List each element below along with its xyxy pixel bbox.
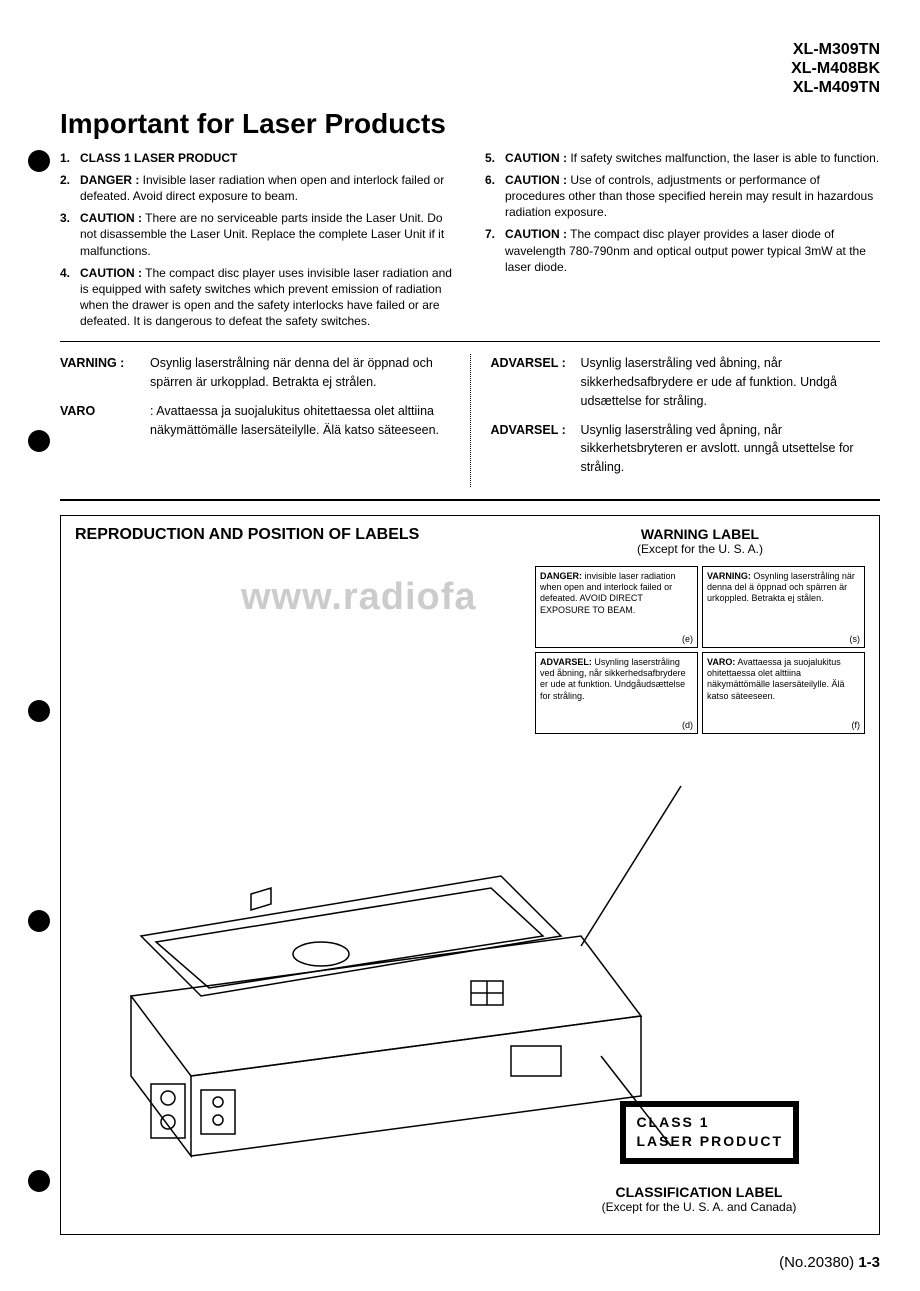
mini-label: VARO: Avattaessa ja suojalukitus ohitett… xyxy=(702,652,865,734)
mini-label: ADVARSEL: Usynling laserstråling ved åbn… xyxy=(535,652,698,734)
classification-label: CLASS 1 LASER PRODUCT xyxy=(620,1101,799,1164)
list-item: 6.CAUTION : Use of controls, adjustments… xyxy=(485,172,880,221)
mini-label: DANGER: invisible laser radiation when o… xyxy=(535,566,698,648)
lang-row: ADVARSEL :Usynlig laserstråling ved åbni… xyxy=(491,354,881,410)
list-item: 1.CLASS 1 LASER PRODUCT xyxy=(60,150,455,166)
list-item: 7.CAUTION : The compact disc player prov… xyxy=(485,226,880,275)
lang-row: VARO: Avattaessa ja suojalukitus ohitett… xyxy=(60,402,450,440)
model: XL-M408BK xyxy=(60,59,880,78)
repro-title: REPRODUCTION AND POSITION OF LABELS xyxy=(75,526,535,544)
warning-label-grid: DANGER: invisible laser radiation when o… xyxy=(535,566,865,734)
watermark: www.radiofa xyxy=(241,576,477,619)
page-footer: (No.20380) 1-3 xyxy=(779,1254,880,1271)
lang-row: VARNING :Osynlig laserstrålning när denn… xyxy=(60,354,450,392)
model: XL-M409TN xyxy=(60,78,880,97)
lang-row: ADVARSEL :Usynlig laserstråling ved åpni… xyxy=(491,421,881,477)
punch-hole xyxy=(28,1170,50,1192)
list-item: 4.CAUTION : The compact disc player uses… xyxy=(60,265,455,330)
list-item: 3.CAUTION : There are no serviceable par… xyxy=(60,210,455,259)
reproduction-box: REPRODUCTION AND POSITION OF LABELS WARN… xyxy=(60,515,880,1235)
warning-label-sub: (Except for the U. S. A.) xyxy=(535,542,865,556)
punch-hole xyxy=(28,150,50,172)
warning-label-title: WARNING LABEL xyxy=(535,526,865,542)
punch-hole xyxy=(28,430,50,452)
list-item: 5.CAUTION : If safety switches malfuncti… xyxy=(485,150,880,166)
classification-caption: CLASSIFICATION LABEL (Except for the U. … xyxy=(559,1184,839,1214)
page-title: Important for Laser Products xyxy=(60,108,880,140)
model: XL-M309TN xyxy=(60,40,880,59)
mini-label: VARNING: Osynling laserstråling när denn… xyxy=(702,566,865,648)
punch-hole xyxy=(28,910,50,932)
caution-list: 1.CLASS 1 LASER PRODUCT 2.DANGER : Invis… xyxy=(60,150,880,343)
model-list: XL-M309TN XL-M408BK XL-M409TN xyxy=(60,40,880,98)
device-diagram xyxy=(81,776,701,1176)
list-item: 2.DANGER : Invisible laser radiation whe… xyxy=(60,172,455,204)
multilingual-warnings: VARNING :Osynlig laserstrålning när denn… xyxy=(60,342,880,501)
punch-hole xyxy=(28,700,50,722)
